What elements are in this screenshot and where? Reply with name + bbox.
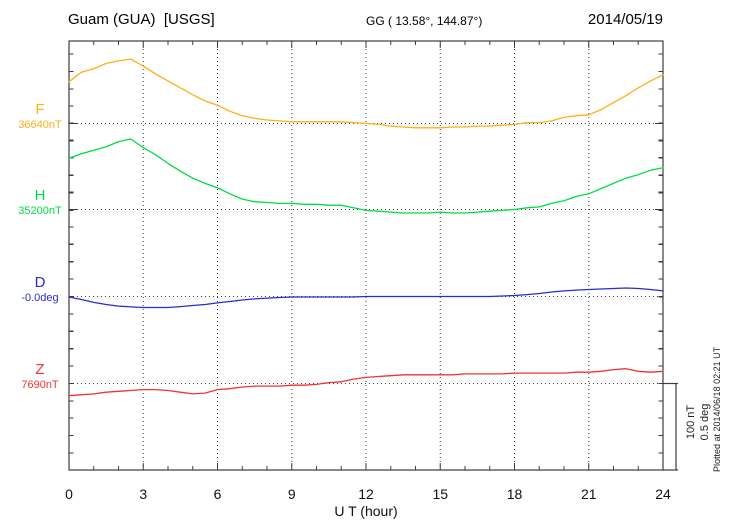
trace-h [68,138,664,214]
x-tick-label: 18 [506,486,523,502]
geographic-coords: GG ( 13.58°, 144.87°) [366,14,483,28]
trace-label-f: F 36640nT [8,102,72,132]
scale-bar-nt-label: 100 nT [685,404,697,440]
trace-f [68,58,664,129]
x-tick-label: 9 [287,486,296,502]
scale-bar [663,382,678,471]
trace-label-z: Z 7690nT [8,362,72,392]
component-letter-z: Z [35,361,45,378]
component-letter-h: H [34,187,46,204]
scale-bar-deg-label: 0.5 deg [699,403,711,441]
component-letter-d: D [34,274,46,291]
x-tick-label: 15 [432,486,449,502]
component-baseline-d: -0.0deg [21,292,59,304]
x-tick-label: 24 [655,486,671,502]
component-baseline-z: 7690nT [21,379,59,391]
x-tick-label: 3 [139,486,148,502]
plot-date: 2014/05/19 [587,11,663,28]
x-tick-label: 12 [358,486,374,502]
scale-bar-label: 100 nT 0.5 deg [684,394,714,450]
component-baseline-f: 36640nT [18,119,62,131]
trace-label-h: H 35200nT [8,188,72,218]
plotted-at-note: Plotted at 2014/06/18 02:21 UT [712,346,722,472]
x-axis-label: U T (hour) [334,503,398,519]
component-baseline-h: 35200nT [18,205,62,217]
trace-d [68,287,664,309]
trace-z [68,368,664,397]
x-tick-label: 6 [213,486,222,502]
x-tick-label: 0 [65,486,73,502]
trace-label-d: D -0.0deg [8,275,72,305]
vertical-gridlines [142,41,590,470]
component-letter-f: F [35,101,45,118]
observatory-title: Guam (GUA) [USGS] [68,11,215,28]
x-tick-label: 21 [580,486,597,502]
